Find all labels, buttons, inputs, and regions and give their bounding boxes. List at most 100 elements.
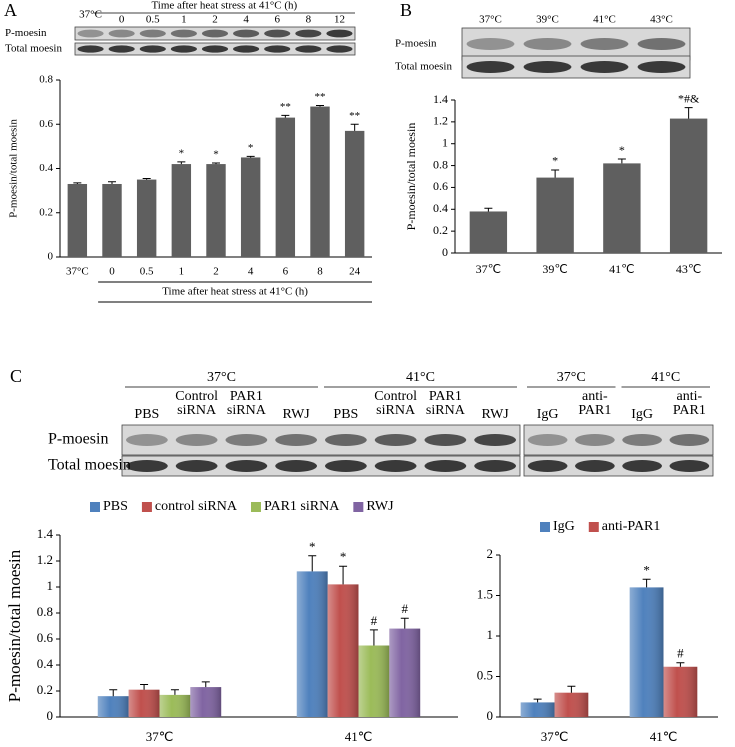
blot-band <box>466 38 515 50</box>
y-tick-label: 1.5 <box>477 586 493 601</box>
error-bar <box>73 182 82 184</box>
blot-band <box>622 434 662 446</box>
significance-label: * <box>179 147 185 159</box>
blot-band <box>275 434 318 446</box>
blot-band <box>474 434 517 446</box>
blot-lane-label: PBS <box>134 407 159 422</box>
significance-label: ** <box>280 101 291 113</box>
significance-label: # <box>371 613 378 628</box>
significance-label: ** <box>315 91 326 103</box>
blot-band <box>326 45 353 53</box>
bar-shade <box>358 645 390 717</box>
bar <box>171 164 192 257</box>
blot-lane-label: 0 <box>119 14 125 26</box>
x-tick-label: 0 <box>109 266 115 278</box>
blot-lane-label: PAR1 <box>673 403 706 418</box>
blot-strip <box>461 55 691 79</box>
bar <box>536 177 574 253</box>
error-bar <box>551 169 560 178</box>
bar <box>275 117 296 257</box>
blot-band <box>201 29 229 38</box>
error-bar <box>201 681 210 688</box>
blot-band <box>324 460 367 472</box>
blot-strip <box>523 455 714 477</box>
x-tick-label: 39℃ <box>542 262 567 276</box>
error-bar <box>170 689 179 695</box>
blot-band <box>474 460 517 472</box>
y-tick-label: 0.2 <box>433 223 448 237</box>
y-tick-label: 0.5 <box>477 667 493 682</box>
blot-band <box>139 29 166 38</box>
x-tick-label: 6 <box>283 266 289 278</box>
blot-band <box>233 45 260 53</box>
blot-lane-label: siRNA <box>227 403 267 418</box>
blot-band <box>170 29 197 38</box>
error-bar <box>177 161 186 165</box>
blot-lane-label: 43°C <box>650 14 673 26</box>
error-bar <box>281 114 290 118</box>
y-tick-label: 0 <box>487 708 494 723</box>
blot-row-label: Total moesin <box>395 61 452 73</box>
blot-lane-label: 8 <box>306 14 312 26</box>
error-bar <box>369 629 378 646</box>
bar <box>67 183 88 257</box>
blot-band <box>170 45 197 53</box>
blot-band <box>424 460 467 472</box>
y-tick-label: 0.6 <box>39 118 53 130</box>
legend-swatch <box>141 502 152 512</box>
y-tick-label: 0.4 <box>37 656 54 671</box>
blot-row-label: Total moesin <box>5 43 62 55</box>
legend-label: control siRNA <box>155 499 238 514</box>
error-bar <box>533 698 542 703</box>
y-tick-label: 2 <box>487 546 494 561</box>
x-tick-label: 41℃ <box>345 729 373 744</box>
x-tick-label: 37℃ <box>146 729 174 744</box>
blot-band <box>575 434 615 446</box>
legend-label: IgG <box>553 519 575 534</box>
blot-group-label: 37°C <box>557 370 586 385</box>
error-bar <box>109 689 118 697</box>
y-tick-label: 0 <box>47 708 54 723</box>
blot-lane-label: 2 <box>212 14 218 26</box>
legend-swatch <box>250 502 261 512</box>
blot-lane-label: 12 <box>334 14 345 26</box>
error-bar <box>684 107 693 119</box>
panel-letter: A <box>4 0 17 20</box>
blot-lane-label: siRNA <box>426 403 466 418</box>
y-tick-label: 1.2 <box>433 114 448 128</box>
y-axis-label: P-moesin/total moesin <box>8 119 20 218</box>
y-axis-label: P-moesin/total moesin <box>5 549 24 702</box>
bar <box>102 183 122 257</box>
bar-shade <box>520 702 555 717</box>
y-tick-label: 0.4 <box>433 201 448 215</box>
blot-band <box>175 460 218 472</box>
blot-lane-label: 0.5 <box>146 14 160 26</box>
y-tick-label: 1.4 <box>37 526 54 541</box>
bar-shade <box>159 694 191 717</box>
bar <box>669 118 708 253</box>
error-bar <box>642 578 651 588</box>
legend-label: PAR1 siRNA <box>264 499 340 514</box>
x-tick-label: 37℃ <box>476 262 501 276</box>
blot-band <box>637 38 686 50</box>
y-tick-label: 0.6 <box>37 630 54 645</box>
significance-label: * <box>248 142 254 154</box>
significance-label: * <box>213 149 219 161</box>
blot-band <box>295 29 322 38</box>
error-bar <box>212 162 220 165</box>
bar <box>310 106 330 257</box>
y-tick-label: 0.8 <box>39 74 53 86</box>
blot-band <box>275 460 318 472</box>
significance-label: ** <box>349 110 360 122</box>
x-tick-label: 0.5 <box>140 266 154 278</box>
y-tick-label: 1.4 <box>433 92 448 106</box>
bar <box>344 130 365 257</box>
blot-band <box>295 45 322 53</box>
blot-lane-label: IgG <box>537 407 559 422</box>
y-tick-label: 0.6 <box>433 179 448 193</box>
blot-lane-label: 4 <box>243 14 249 26</box>
blot-band <box>77 29 104 38</box>
blot-band <box>233 29 260 38</box>
significance-label: # <box>677 646 684 661</box>
blot-band <box>374 434 417 446</box>
